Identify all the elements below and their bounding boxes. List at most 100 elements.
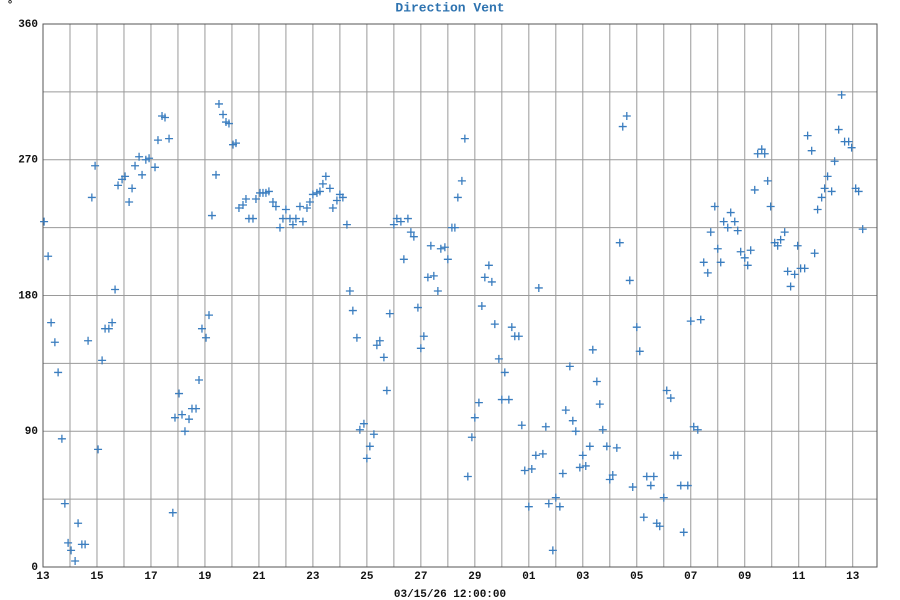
point (524, 502, 533, 511)
point (338, 193, 347, 202)
point (64, 538, 73, 547)
point (642, 472, 651, 481)
point (558, 469, 567, 478)
point (608, 470, 617, 479)
point (419, 332, 428, 341)
point (241, 194, 250, 203)
point (50, 338, 59, 347)
point (820, 184, 829, 193)
point (555, 502, 564, 511)
point (548, 546, 557, 555)
point (659, 493, 668, 502)
point (484, 261, 493, 270)
point (565, 362, 574, 371)
point (780, 228, 789, 237)
point (757, 145, 766, 154)
x-tick-label: 21 (252, 571, 266, 583)
point (662, 386, 671, 395)
point (91, 161, 100, 170)
point (396, 217, 405, 226)
point (268, 197, 277, 206)
point (595, 400, 604, 409)
point (813, 205, 822, 214)
point (676, 481, 685, 490)
point (98, 356, 107, 365)
point (622, 112, 631, 121)
point (315, 187, 324, 196)
point (776, 235, 785, 244)
point (723, 223, 732, 232)
point (251, 194, 260, 203)
point (219, 110, 228, 119)
point (359, 419, 368, 428)
x-tick-label: 29 (468, 571, 481, 583)
point (81, 540, 90, 549)
point (295, 202, 304, 211)
point (538, 449, 547, 458)
point (94, 445, 103, 454)
point (733, 226, 742, 235)
point (710, 202, 719, 211)
point (453, 193, 462, 202)
point (302, 204, 311, 213)
point (551, 493, 560, 502)
point (151, 163, 160, 172)
point (497, 395, 506, 404)
point (585, 442, 594, 451)
point (382, 386, 391, 395)
point (753, 149, 762, 158)
x-tick-label: 09 (738, 571, 751, 583)
point (409, 232, 418, 241)
point (534, 283, 543, 292)
point (786, 282, 795, 291)
point (480, 273, 489, 282)
point (145, 154, 154, 163)
point (125, 197, 134, 206)
point (436, 244, 445, 253)
y-unit: ° (7, 0, 14, 12)
point (474, 398, 483, 407)
point (214, 99, 223, 108)
point (416, 344, 425, 353)
point (385, 309, 394, 318)
point (686, 317, 695, 326)
x-tick-label: 05 (630, 571, 644, 583)
x-axis-label: 03/15/26 12:00:00 (394, 589, 506, 600)
point (632, 323, 641, 332)
point (389, 220, 398, 229)
x-tick-label: 07 (684, 571, 697, 583)
point (355, 425, 364, 434)
point (170, 413, 179, 422)
y-tick-label: 180 (18, 290, 38, 302)
point (602, 442, 611, 451)
point (834, 125, 843, 134)
point (490, 320, 499, 329)
x-tick-label: 27 (414, 571, 427, 583)
point (716, 258, 725, 267)
point (588, 345, 597, 354)
point (40, 217, 49, 226)
point (807, 146, 816, 155)
x-tick-label: 17 (144, 571, 157, 583)
point (736, 247, 745, 256)
point (679, 528, 688, 537)
point (74, 519, 83, 528)
x-tick-label: 23 (306, 571, 320, 583)
point (443, 255, 452, 264)
point (185, 415, 194, 424)
point (204, 311, 213, 320)
point (470, 413, 479, 422)
point (783, 267, 792, 276)
point (375, 336, 384, 345)
point (635, 347, 644, 356)
point (655, 522, 664, 531)
point (104, 324, 113, 333)
chart-title: Direction Vent (395, 0, 504, 15)
point (847, 143, 856, 152)
point (342, 220, 351, 229)
point (423, 273, 432, 282)
point (726, 208, 735, 217)
point (128, 184, 137, 193)
point (520, 466, 529, 475)
point (175, 389, 184, 398)
